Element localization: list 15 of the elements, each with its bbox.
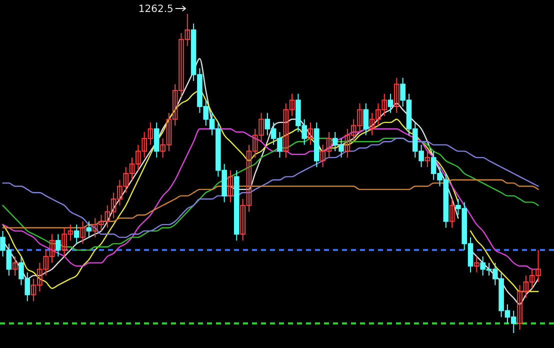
candlestick	[80, 220, 86, 244]
annotation: 1262.5	[138, 4, 174, 15]
candlestick	[56, 234, 61, 257]
candlestick	[86, 220, 92, 238]
candlestick	[363, 102, 369, 136]
candlestick	[228, 170, 234, 203]
candlestick	[74, 224, 80, 244]
candlestick	[12, 256, 18, 276]
candlestick	[308, 122, 314, 146]
candlestick	[154, 122, 160, 158]
candlestick	[394, 77, 400, 114]
candlestick	[424, 150, 430, 168]
candlestick	[449, 198, 455, 228]
candlestick	[474, 256, 480, 273]
candlestick	[388, 93, 394, 114]
